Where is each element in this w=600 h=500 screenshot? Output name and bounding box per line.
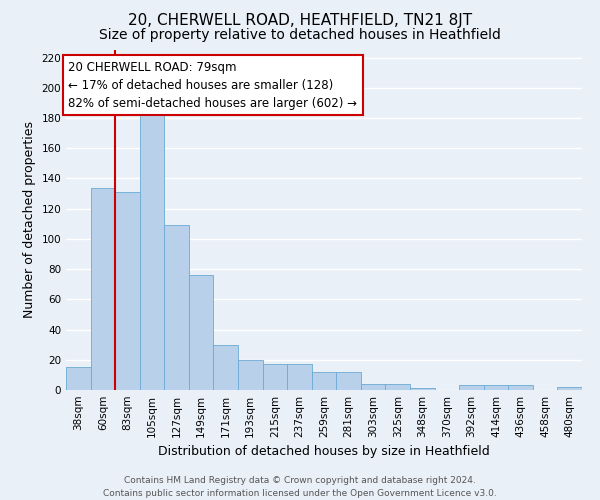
Bar [91, 188, 115, 390]
Bar [287, 364, 312, 390]
Bar [238, 360, 263, 390]
Bar [263, 364, 287, 390]
Bar [410, 388, 434, 390]
Bar [484, 386, 508, 390]
Text: 20, CHERWELL ROAD, HEATHFIELD, TN21 8JT: 20, CHERWELL ROAD, HEATHFIELD, TN21 8JT [128, 12, 472, 28]
Bar [312, 372, 336, 390]
Bar [385, 384, 410, 390]
X-axis label: Distribution of detached houses by size in Heathfield: Distribution of detached houses by size … [158, 446, 490, 458]
Bar [361, 384, 385, 390]
Bar [164, 226, 189, 390]
Text: Contains HM Land Registry data © Crown copyright and database right 2024.
Contai: Contains HM Land Registry data © Crown c… [103, 476, 497, 498]
Bar [189, 275, 214, 390]
Y-axis label: Number of detached properties: Number of detached properties [23, 122, 36, 318]
Text: Size of property relative to detached houses in Heathfield: Size of property relative to detached ho… [99, 28, 501, 42]
Bar [508, 386, 533, 390]
Bar [115, 192, 140, 390]
Bar [66, 368, 91, 390]
Bar [557, 387, 582, 390]
Bar [140, 112, 164, 390]
Bar [459, 386, 484, 390]
Bar [336, 372, 361, 390]
Text: 20 CHERWELL ROAD: 79sqm
← 17% of detached houses are smaller (128)
82% of semi-d: 20 CHERWELL ROAD: 79sqm ← 17% of detache… [68, 60, 358, 110]
Bar [214, 344, 238, 390]
